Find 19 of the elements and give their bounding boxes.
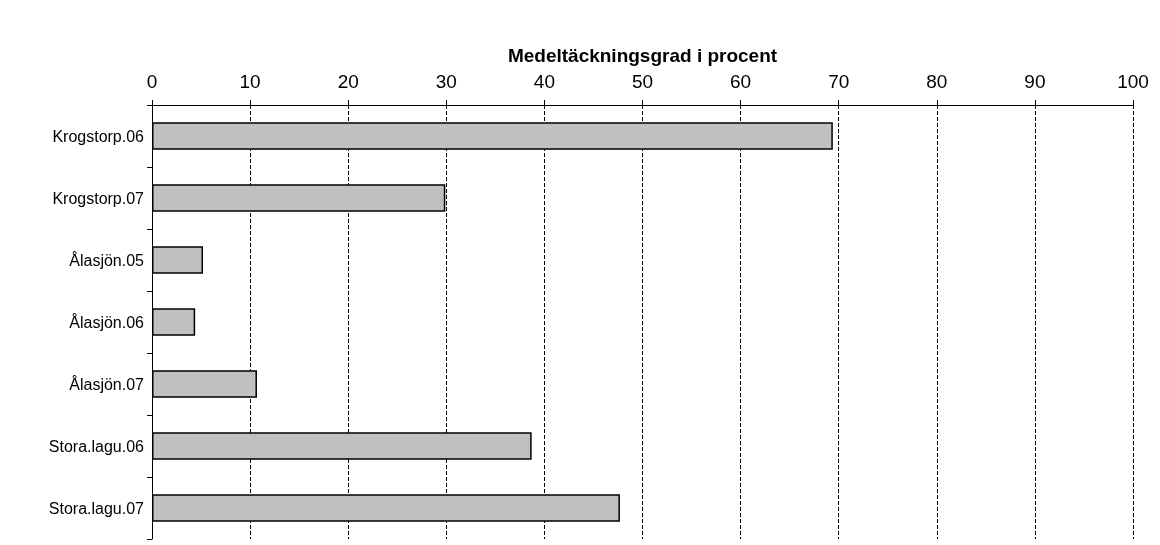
y-tick-label: Krogstorp.06 [52, 127, 145, 145]
x-tick-label: 30 [435, 71, 457, 92]
x-axis-title: Medeltäckningsgrad i procent [507, 45, 778, 66]
y-tick-label: Stora.lagu.07 [48, 499, 145, 517]
x-tick-label: 70 [828, 71, 850, 92]
x-tick-label: 90 [1024, 71, 1046, 92]
y-tick-label: Krogstorp.07 [52, 189, 145, 207]
x-tick-label: 10 [239, 71, 261, 92]
x-tick-label: 50 [631, 71, 654, 92]
x-tick-label: 0 [146, 71, 158, 92]
y-tick-label: Ålasjön.05 [69, 250, 145, 269]
x-tick-label: 20 [337, 71, 359, 92]
x-tick-label: 80 [926, 71, 948, 92]
y-tick-label: Stora.lagu.06 [48, 437, 145, 455]
y-tick-label: Ålasjön.07 [69, 374, 145, 393]
x-tick-label: 60 [730, 71, 752, 92]
x-tick-label: 40 [533, 71, 555, 92]
y-tick-label: Ålasjön.06 [69, 312, 145, 331]
x-tick-label: 100 [1117, 71, 1149, 92]
